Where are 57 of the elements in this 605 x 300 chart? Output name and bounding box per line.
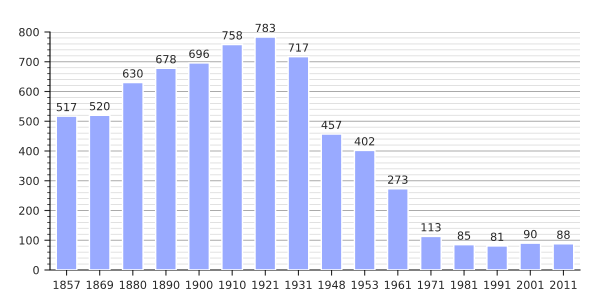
data-label: 783	[256, 24, 276, 32]
data-label: 81	[490, 232, 504, 241]
x-tick-label: 1961	[384, 280, 411, 290]
data-label: 630	[122, 69, 143, 78]
y-tick-label: 500	[19, 117, 39, 126]
x-tick-label: 1869	[86, 280, 114, 290]
y-tick-label: 600	[19, 87, 39, 96]
x-tick-label: 1931	[286, 280, 312, 290]
bar	[56, 116, 78, 270]
bar	[552, 243, 574, 270]
data-label: 696	[189, 50, 209, 58]
bar	[519, 242, 542, 270]
bar	[154, 68, 177, 270]
bar	[386, 188, 409, 270]
data-label: 88	[557, 230, 570, 239]
bar	[122, 82, 144, 270]
x-tick-label: 1880	[120, 280, 146, 290]
bar	[486, 245, 508, 270]
data-label: 517	[56, 103, 76, 112]
x-tick-label: 1910	[219, 280, 246, 290]
bar	[88, 114, 111, 270]
y-tick-label: 100	[20, 236, 39, 245]
bar	[320, 133, 343, 270]
data-label: 457	[322, 120, 342, 130]
data-label: 85	[458, 231, 470, 240]
bar	[453, 244, 476, 270]
bar	[188, 62, 210, 270]
bar	[420, 236, 442, 270]
x-tick-label: 1971	[418, 280, 444, 290]
data-label: 678	[156, 54, 176, 64]
data-label: 273	[388, 175, 408, 184]
data-label: 402	[354, 137, 374, 146]
y-tick-label: 300	[19, 176, 39, 186]
data-label: 113	[422, 223, 441, 232]
y-tick-label: 0	[33, 266, 39, 274]
x-tick-label: 2011	[550, 280, 577, 290]
x-tick-label: 1857	[54, 280, 80, 290]
y-tick-label: 400	[18, 146, 39, 156]
x-tick-label: 1981	[451, 280, 478, 290]
data-label: 90	[524, 230, 537, 238]
x-tick-label: 1900	[186, 280, 212, 290]
x-tick-label: 2001	[516, 280, 544, 290]
y-tick-label: 800	[19, 28, 39, 36]
data-label: 717	[288, 44, 308, 52]
x-tick-label: 1921	[252, 280, 278, 290]
y-tick-label: 200	[19, 206, 39, 215]
bar	[287, 56, 310, 270]
x-tick-label: 1953	[352, 280, 378, 290]
data-label: 758	[222, 31, 242, 40]
x-tick-label: 1948	[318, 280, 345, 290]
x-tick-label: 1890	[153, 280, 180, 290]
bar	[221, 44, 244, 270]
x-tick-label: 1991	[484, 280, 510, 290]
y-tick-label: 700	[19, 58, 39, 66]
bar	[254, 36, 276, 270]
bar	[354, 150, 376, 270]
data-label: 520	[90, 102, 110, 110]
